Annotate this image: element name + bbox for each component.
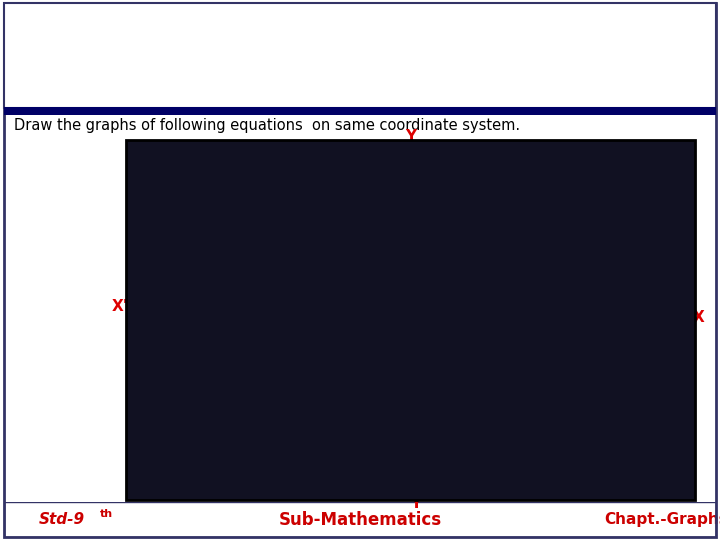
Text: -5: -5	[184, 326, 197, 336]
Text: 4: 4	[571, 326, 579, 336]
Text: 🌳: 🌳	[24, 31, 40, 59]
Text: 0: 0	[390, 326, 397, 336]
Text: -2: -2	[385, 395, 397, 405]
Text: -6: -6	[141, 326, 153, 336]
Text: 5: 5	[614, 326, 621, 336]
Text: -4: -4	[227, 326, 239, 336]
Text: 1: 1	[390, 275, 397, 285]
Text: Chhatrapati  Shivaji Vidyalaya, Ganore: Chhatrapati Shivaji Vidyalaya, Ganore	[149, 62, 571, 80]
Text: Scale
1cm=1unit
On both the axes: Scale 1cm=1unit On both the axes	[554, 152, 643, 186]
Text: -3: -3	[269, 326, 282, 336]
Text: 4: 4	[390, 156, 397, 165]
Text: -1: -1	[385, 355, 397, 365]
Text: Chapt.-Graphs: Chapt.-Graphs	[605, 512, 720, 527]
Text: 6: 6	[657, 326, 665, 336]
Text: -4: -4	[385, 475, 397, 484]
Text: Sub-Mathematics: Sub-Mathematics	[279, 511, 441, 529]
Text: -2: -2	[312, 326, 325, 336]
Text: X': X'	[112, 299, 128, 314]
Text: th: th	[100, 509, 113, 519]
Text: Std-9: Std-9	[40, 512, 86, 527]
Text: y=x: y=x	[455, 171, 485, 195]
Text: X: X	[693, 310, 704, 326]
Text: -3: -3	[385, 435, 397, 444]
Text: 3: 3	[528, 326, 536, 336]
Text: 3: 3	[390, 195, 397, 205]
Text: Rayat  Shikshan Sanstha, Satara: Rayat Shikshan Sanstha, Satara	[258, 15, 462, 28]
Text: Draw the graphs of following equations  on same coordinate system.: Draw the graphs of following equations o…	[14, 118, 521, 133]
Text: 2: 2	[486, 326, 493, 336]
Text: Y': Y'	[410, 496, 426, 511]
Text: -1: -1	[355, 326, 367, 336]
Text: Y: Y	[405, 129, 416, 144]
Text: y=-x: y=-x	[490, 368, 523, 395]
Text: 2: 2	[390, 235, 397, 245]
Text: 1: 1	[443, 326, 451, 336]
